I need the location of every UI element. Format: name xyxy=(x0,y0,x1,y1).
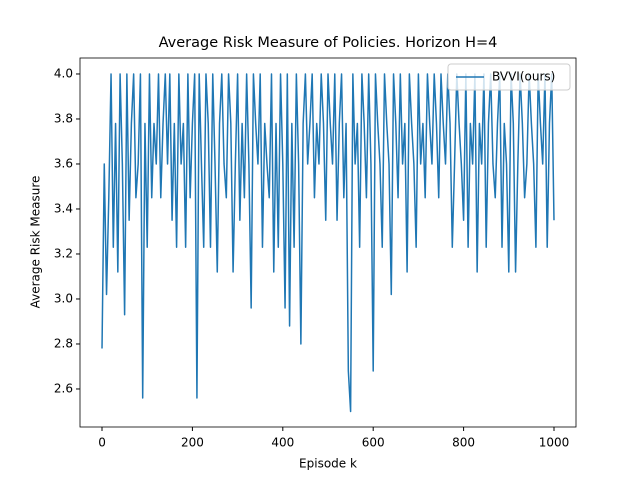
x-tick-label: 200 xyxy=(181,436,204,450)
x-tick-label: 800 xyxy=(452,436,475,450)
plot-frame xyxy=(79,57,577,428)
x-tick-label: 600 xyxy=(362,436,385,450)
x-tick-label: 400 xyxy=(271,436,294,450)
legend-label: BVVI(ours) xyxy=(492,70,555,84)
y-tick-label: 3.2 xyxy=(54,246,73,260)
legend-box xyxy=(447,63,571,91)
y-tick-label: 2.8 xyxy=(54,336,73,350)
y-tick-label: 3.0 xyxy=(54,291,73,305)
y-tick-label: 2.6 xyxy=(54,381,73,395)
series-line xyxy=(101,73,555,413)
x-tick-label: 1000 xyxy=(539,436,570,450)
y-tick-label: 3.6 xyxy=(54,156,73,170)
y-tick-label: 4.0 xyxy=(54,66,73,80)
y-tick-label: 3.8 xyxy=(54,111,73,125)
y-tick-label: 3.4 xyxy=(54,201,73,215)
x-tick-label: 0 xyxy=(98,436,106,450)
chart-title: Average Risk Measure of Policies. Horizo… xyxy=(159,35,498,51)
y-axis-label: Average Risk Measure xyxy=(29,176,43,309)
x-axis-label: Episode k xyxy=(299,457,357,471)
